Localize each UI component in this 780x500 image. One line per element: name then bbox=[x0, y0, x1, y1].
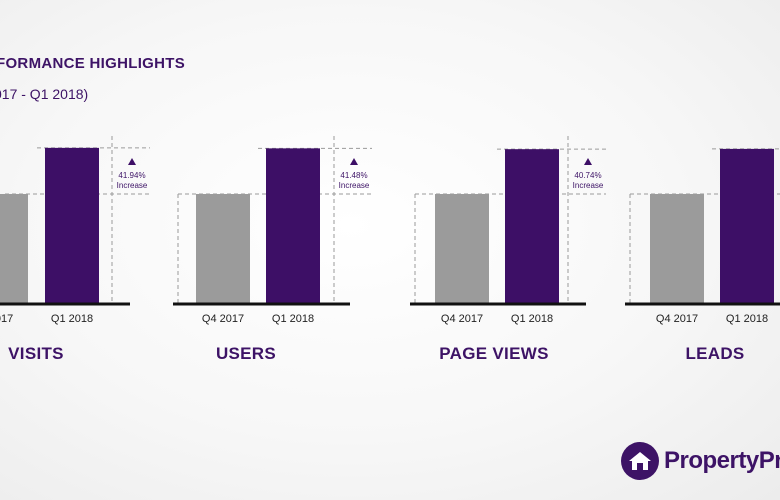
propertypro-logo: PropertyPro bbox=[621, 442, 780, 480]
page-views-increase-label: Increase bbox=[573, 181, 604, 190]
visits-tick-label-q1: Q1 2018 bbox=[51, 313, 93, 325]
leads-bar-q1-2018 bbox=[720, 148, 774, 304]
page-views-increase-value: 40.74% bbox=[574, 171, 601, 180]
visits-increase-arrow-icon bbox=[128, 158, 136, 165]
users-increase-value: 41.48% bbox=[340, 171, 367, 180]
period-subtitle: 017 - Q1 2018) bbox=[0, 86, 89, 102]
panel-name-users: USERS bbox=[215, 344, 277, 363]
visits-bar-2017 bbox=[0, 194, 28, 304]
users-increase-arrow-icon bbox=[350, 158, 358, 165]
page-views-tick-label-q4: Q4 2017 bbox=[441, 313, 483, 325]
leads-tick-label-q4: Q4 2017 bbox=[656, 313, 698, 325]
page-views-bar-q1-2018 bbox=[505, 149, 559, 304]
leads-tick-label-q1: Q1 2018 bbox=[726, 313, 768, 325]
leads-bar-q4-2017 bbox=[650, 194, 704, 304]
page-title: FORMANCE HIGHLIGHTS bbox=[0, 55, 186, 72]
page-views-bar-q4-2017 bbox=[435, 194, 489, 304]
visits-increase-value: 41.94% bbox=[118, 171, 145, 180]
page-views-increase-arrow-icon bbox=[584, 158, 592, 165]
visits-increase-label: Increase bbox=[117, 181, 148, 190]
visits-tick-label-q4: 2017 bbox=[0, 313, 13, 325]
panel-name-page-views: PAGE VIEWS bbox=[439, 344, 549, 363]
users-tick-label-q4: Q4 2017 bbox=[202, 313, 244, 325]
panel-name-visits: VISITS bbox=[8, 344, 64, 363]
users-bar-q4-2017 bbox=[196, 194, 250, 304]
logo-text: PropertyPro bbox=[664, 447, 780, 474]
users-increase-label: Increase bbox=[339, 181, 370, 190]
panel-name-leads: LEADS bbox=[685, 344, 745, 363]
page-views-tick-label-q1: Q1 2018 bbox=[511, 313, 553, 325]
house-logo-icon bbox=[621, 442, 659, 480]
visits-bar-q1-2018 bbox=[45, 147, 99, 304]
users-tick-label-q1: Q1 2018 bbox=[272, 313, 314, 325]
users-bar-q1-2018 bbox=[266, 148, 320, 304]
